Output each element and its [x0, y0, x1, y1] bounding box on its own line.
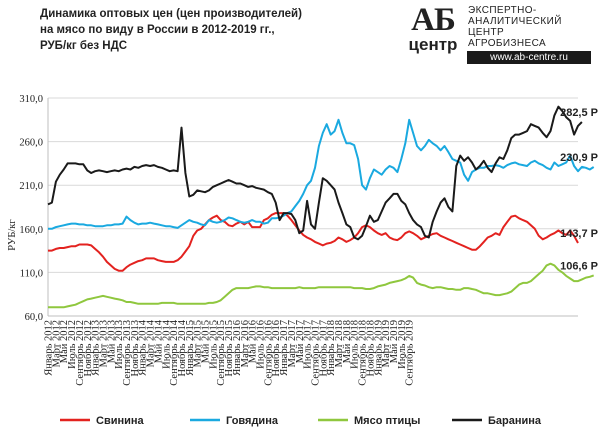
y-axis-label: РУБ/кг — [7, 219, 18, 251]
chart-title: Динамика оптовых цен (цен производителей… — [40, 6, 340, 54]
logo-mark: АБ центр — [402, 3, 464, 53]
x-tick-label: Март 2019 — [381, 320, 392, 367]
y-tick-label: 310,0 — [19, 94, 43, 105]
x-tick-label: Март 2012 — [51, 320, 62, 367]
chart-grid — [48, 97, 578, 317]
x-tick-label: Май 2018 — [342, 320, 353, 363]
x-tick-label: Январь 2013 — [91, 320, 102, 376]
x-tick-label: Январь 2017 — [279, 320, 290, 376]
title-line-1: Динамика оптовых цен (цен производителей… — [40, 8, 302, 20]
logo-text-line-2: АНАЛИТИЧЕСКИЙ — [468, 16, 562, 27]
x-tick-label: Май 2016 — [248, 320, 259, 363]
x-tick-label: Июль 2015 — [208, 320, 219, 369]
x-tick-label: Май 2015 — [201, 320, 212, 363]
series-line-0 — [48, 212, 579, 272]
series-line-3 — [47, 105, 583, 241]
title-line-3: РУБ/кг без НДС — [40, 40, 128, 52]
x-tick-label: Май 2014 — [153, 319, 164, 363]
chart-series — [47, 105, 595, 309]
x-tick-label: Сентябрь 2018 — [358, 320, 369, 386]
y-tick-label: 110,0 — [20, 268, 43, 279]
x-tick-label: Июль 2014 — [161, 319, 172, 369]
series-line-2 — [48, 262, 595, 309]
ab-centre-logo: АБ центр ЭКСПЕРТНО- АНАЛИТИЧЕСКИЙ ЦЕНТР … — [402, 3, 592, 65]
x-tick-label: Март 2013 — [98, 320, 109, 367]
logo-text: ЭКСПЕРТНО- АНАЛИТИЧЕСКИЙ ЦЕНТР АГРОБИЗНЕ… — [468, 5, 562, 49]
legend-label-0: Свинина — [96, 415, 145, 427]
y-axis-ticks: 60,0 110,0 160,0 210,0 260,0 310,0 — [19, 94, 43, 323]
x-tick-label: Июль 2016 — [256, 320, 267, 369]
chart-legend: Свинина Говядина Мясо птицы Баранина — [60, 415, 542, 427]
x-tick-label: Май 2019 — [389, 320, 400, 363]
x-tick-label: Июль 2019 — [397, 320, 408, 369]
x-tick-label: Ноябрь 2016 — [271, 320, 282, 376]
x-tick-label: Март 2015 — [193, 320, 204, 367]
end-label-1: 230,9 Р — [560, 152, 598, 164]
x-tick-label: Ноябрь 2012 — [83, 320, 94, 376]
series-line-1 — [48, 118, 595, 230]
logo-mark-center: центр — [408, 35, 458, 54]
end-label-0: 143,7 Р — [560, 228, 598, 240]
x-tick-label: Ноябрь 2015 — [224, 320, 235, 376]
x-tick-label: Март 2018 — [334, 320, 345, 367]
x-tick-label: Март 2016 — [240, 320, 251, 367]
x-tick-label: Сентябрь 2017 — [310, 320, 321, 386]
x-tick-label: Май 2013 — [106, 320, 117, 363]
x-tick-label: Июль 2018 — [350, 320, 361, 369]
x-tick-label: Сентябрь 2012 — [75, 320, 86, 386]
series-end-labels: 143,7 Р 230,9 Р 106,6 Р 282,5 Р — [560, 107, 598, 272]
x-tick-label: Ноябрь 2017 — [318, 320, 329, 376]
x-tick-label: Сентябрь 2013 — [122, 320, 133, 386]
x-tick-label: Май 2012 — [59, 320, 70, 363]
logo-text-line-1: ЭКСПЕРТНО- — [468, 5, 537, 16]
logo-text-line-3: ЦЕНТР — [468, 27, 505, 38]
end-label-2: 106,6 Р — [560, 260, 598, 272]
x-tick-label: Июль 2013 — [114, 320, 125, 369]
x-tick-label: Март 2017 — [287, 320, 298, 367]
legend-label-3: Баранина — [488, 415, 542, 427]
y-tick-label: 210,0 — [19, 181, 43, 192]
x-tick-label: Сентябрь 2015 — [216, 320, 227, 386]
logo-url: www.ab-centre.ru — [467, 51, 591, 64]
x-tick-label: Январь 2012 — [44, 320, 55, 376]
x-tick-label: Сентябрь 2019 — [405, 320, 416, 386]
x-tick-label: Ноябрь 2018 — [365, 320, 376, 376]
x-tick-label: Июль 2017 — [303, 320, 314, 369]
logo-text-line-4: АГРОБИЗНЕСА — [468, 38, 547, 49]
chart-axes — [47, 98, 578, 317]
x-tick-label: Сентябрь 2016 — [263, 320, 274, 386]
x-tick-label: Март 2014 — [146, 319, 157, 367]
x-tick-label: Январь 2019 — [373, 320, 384, 376]
x-tick-label: Январь 2014 — [138, 319, 149, 376]
y-tick-label: 160,0 — [19, 225, 43, 236]
legend-label-1: Говядина — [226, 415, 279, 427]
x-tick-label: Июль 2012 — [67, 320, 78, 369]
x-tick-label: Январь 2016 — [232, 320, 243, 376]
logo-mark-ab: АБ — [411, 2, 456, 38]
legend-label-2: Мясо птицы — [354, 415, 420, 427]
y-tick-label: 260,0 — [19, 138, 43, 149]
x-tick-label: Май 2017 — [295, 320, 306, 363]
end-label-3: 282,5 Р — [560, 107, 598, 119]
x-tick-label: Январь 2018 — [326, 320, 337, 376]
y-tick-label: 60,0 — [25, 312, 43, 323]
x-tick-label: Ноябрь 2013 — [130, 320, 141, 376]
x-tick-label: Январь 2015 — [185, 320, 196, 376]
x-tick-label: Сентябрь 2014 — [169, 319, 180, 385]
title-line-2: на мясо по виду в России в 2012-2019 гг.… — [40, 24, 275, 36]
x-tick-label: Ноябрь 2014 — [177, 319, 188, 376]
